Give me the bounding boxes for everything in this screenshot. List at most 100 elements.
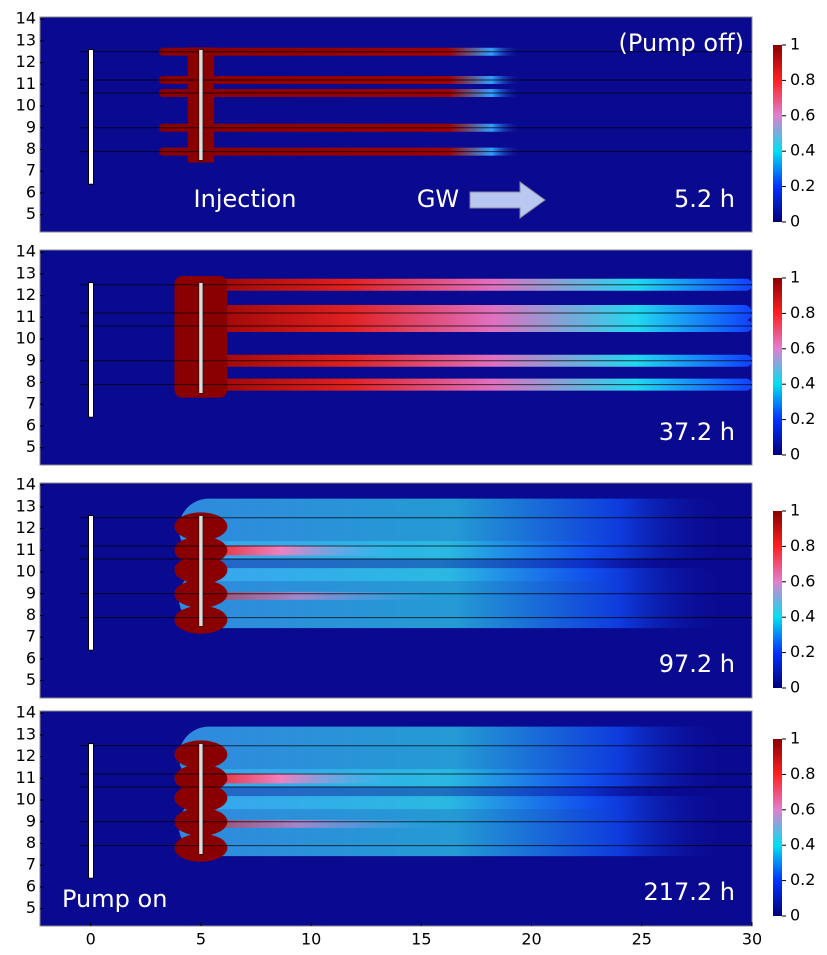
x-tick-label: 0	[86, 930, 96, 949]
y-tick-label: 14	[16, 703, 36, 722]
y-tick-label: 13	[16, 724, 36, 743]
colorbar-tick-label: 0.4	[790, 141, 815, 160]
annotation: Pump on	[62, 885, 167, 913]
x-tick-label: 25	[632, 930, 652, 949]
y-tick-label: 6	[26, 182, 36, 201]
y-tick-label: 5	[26, 670, 36, 689]
colorbar-tick-label: 1	[790, 268, 800, 287]
colorbar-tick-label: 0.8	[790, 536, 815, 555]
y-tick-label: 11	[16, 307, 36, 326]
annotation: Injection	[194, 185, 297, 213]
plume	[200, 773, 400, 784]
y-tick-label: 9	[26, 811, 36, 830]
pumping-well	[87, 282, 94, 418]
colorbar-tick-label: 0.2	[790, 870, 815, 889]
y-tick-label: 7	[26, 855, 36, 874]
colorbar-tick-label: 0.6	[790, 571, 815, 590]
colorbar-tick-label: 0	[790, 445, 800, 464]
injection-well	[198, 743, 204, 855]
y-tick-label: 10	[16, 562, 36, 581]
field	[174, 498, 730, 634]
y-tick-label: 12	[16, 52, 36, 71]
y-tick-label: 13	[16, 263, 36, 282]
x-tick-label: 10	[301, 930, 321, 949]
colorbar-tick-label: 0.4	[790, 835, 815, 854]
y-tick-label: 5	[26, 204, 36, 223]
y-tick-label: 8	[26, 833, 36, 852]
colorbar-tick-label: 0.6	[790, 105, 815, 124]
plume	[200, 545, 400, 556]
x-tick-label: 5	[196, 930, 206, 949]
colorbar-tick-label: 0.4	[790, 607, 815, 626]
colorbar-tick-label: 0.2	[790, 176, 815, 195]
pumping-well	[87, 49, 94, 185]
colorbar-tick-label: 1	[790, 501, 800, 520]
y-tick-label: 5	[26, 437, 36, 456]
y-tick-label: 7	[26, 161, 36, 180]
y-tick-label: 8	[26, 605, 36, 624]
colorbar	[773, 511, 782, 688]
y-tick-label: 12	[16, 518, 36, 537]
x-tick-label: 30	[742, 930, 762, 949]
y-tick-label: 7	[26, 394, 36, 413]
plume	[200, 819, 444, 828]
y-tick-label: 5	[26, 898, 36, 917]
y-tick-label: 11	[16, 74, 36, 93]
colorbar-tick-label: 0	[790, 906, 800, 925]
colorbar-tick-label: 0	[790, 678, 800, 697]
x-tick-label: 15	[411, 930, 431, 949]
y-tick-label: 10	[16, 329, 36, 348]
pumping-well	[87, 515, 94, 651]
y-tick-label: 6	[26, 415, 36, 434]
colorbar-tick-label: 0.2	[790, 642, 815, 661]
plume	[200, 591, 444, 600]
y-tick-label: 9	[26, 350, 36, 369]
colorbar-tick-label: 0.6	[790, 799, 815, 818]
y-tick-label: 11	[16, 540, 36, 559]
plume	[178, 796, 730, 857]
y-tick-label: 13	[16, 30, 36, 49]
colorbar	[773, 739, 782, 916]
y-tick-label: 11	[16, 768, 36, 787]
colorbar-tick-label: 0.8	[790, 303, 815, 322]
colorbar-tick-label: 0.6	[790, 338, 815, 357]
y-tick-label: 14	[16, 475, 36, 494]
injection-well	[198, 515, 204, 627]
y-tick-label: 10	[16, 96, 36, 115]
y-tick-label: 9	[26, 583, 36, 602]
y-tick-label: 14	[16, 9, 36, 28]
colorbar-tick-label: 0.2	[790, 409, 815, 428]
injection-well	[198, 282, 204, 394]
gw-arrow	[469, 181, 546, 219]
field	[174, 726, 730, 862]
panel: 5 6 7 8 9 10 11 12 13 14 0 0.2 0.4 0.6 0.8 1 (Pump off) I…	[16, 9, 815, 233]
y-tick-label: 8	[26, 139, 36, 158]
y-tick-label: 12	[16, 285, 36, 304]
y-tick-label: 9	[26, 117, 36, 136]
annotation: 97.2 h	[659, 650, 735, 678]
panel: 5 6 7 8 9 10 11 12 13 14 0 0.2 0.4 0.6 0.8 1 97.2 h	[16, 475, 815, 699]
colorbar-tick-label: 0	[790, 212, 800, 231]
panel: 5 6 7 8 9 10 11 12 13 14 0 5 10 15 20 25 30 0 0.2 0.4 0.6 0.8…	[16, 703, 816, 949]
annotation: 5.2 h	[674, 185, 735, 213]
colorbar	[773, 45, 782, 222]
y-tick-label: 8	[26, 372, 36, 391]
annotation: (Pump off)	[619, 29, 744, 57]
y-tick-label: 14	[16, 242, 36, 261]
plume	[178, 568, 730, 629]
colorbar-tick-label: 1	[790, 729, 800, 748]
annotation: 37.2 h	[659, 418, 735, 446]
y-tick-label: 12	[16, 746, 36, 765]
panel: 5 6 7 8 9 10 11 12 13 14 0 0.2 0.4 0.6 0.8 1 37.2 h	[16, 242, 815, 466]
colorbar-tick-label: 0.4	[790, 374, 815, 393]
colorbar-tick-label: 1	[790, 35, 800, 54]
annotation: GW	[417, 185, 459, 213]
y-tick-label: 10	[16, 790, 36, 809]
pumping-well	[87, 743, 94, 879]
y-tick-label: 7	[26, 627, 36, 646]
colorbar-tick-label: 0.8	[790, 70, 815, 89]
y-tick-label: 6	[26, 648, 36, 667]
colorbar-tick-label: 0.8	[790, 764, 815, 783]
